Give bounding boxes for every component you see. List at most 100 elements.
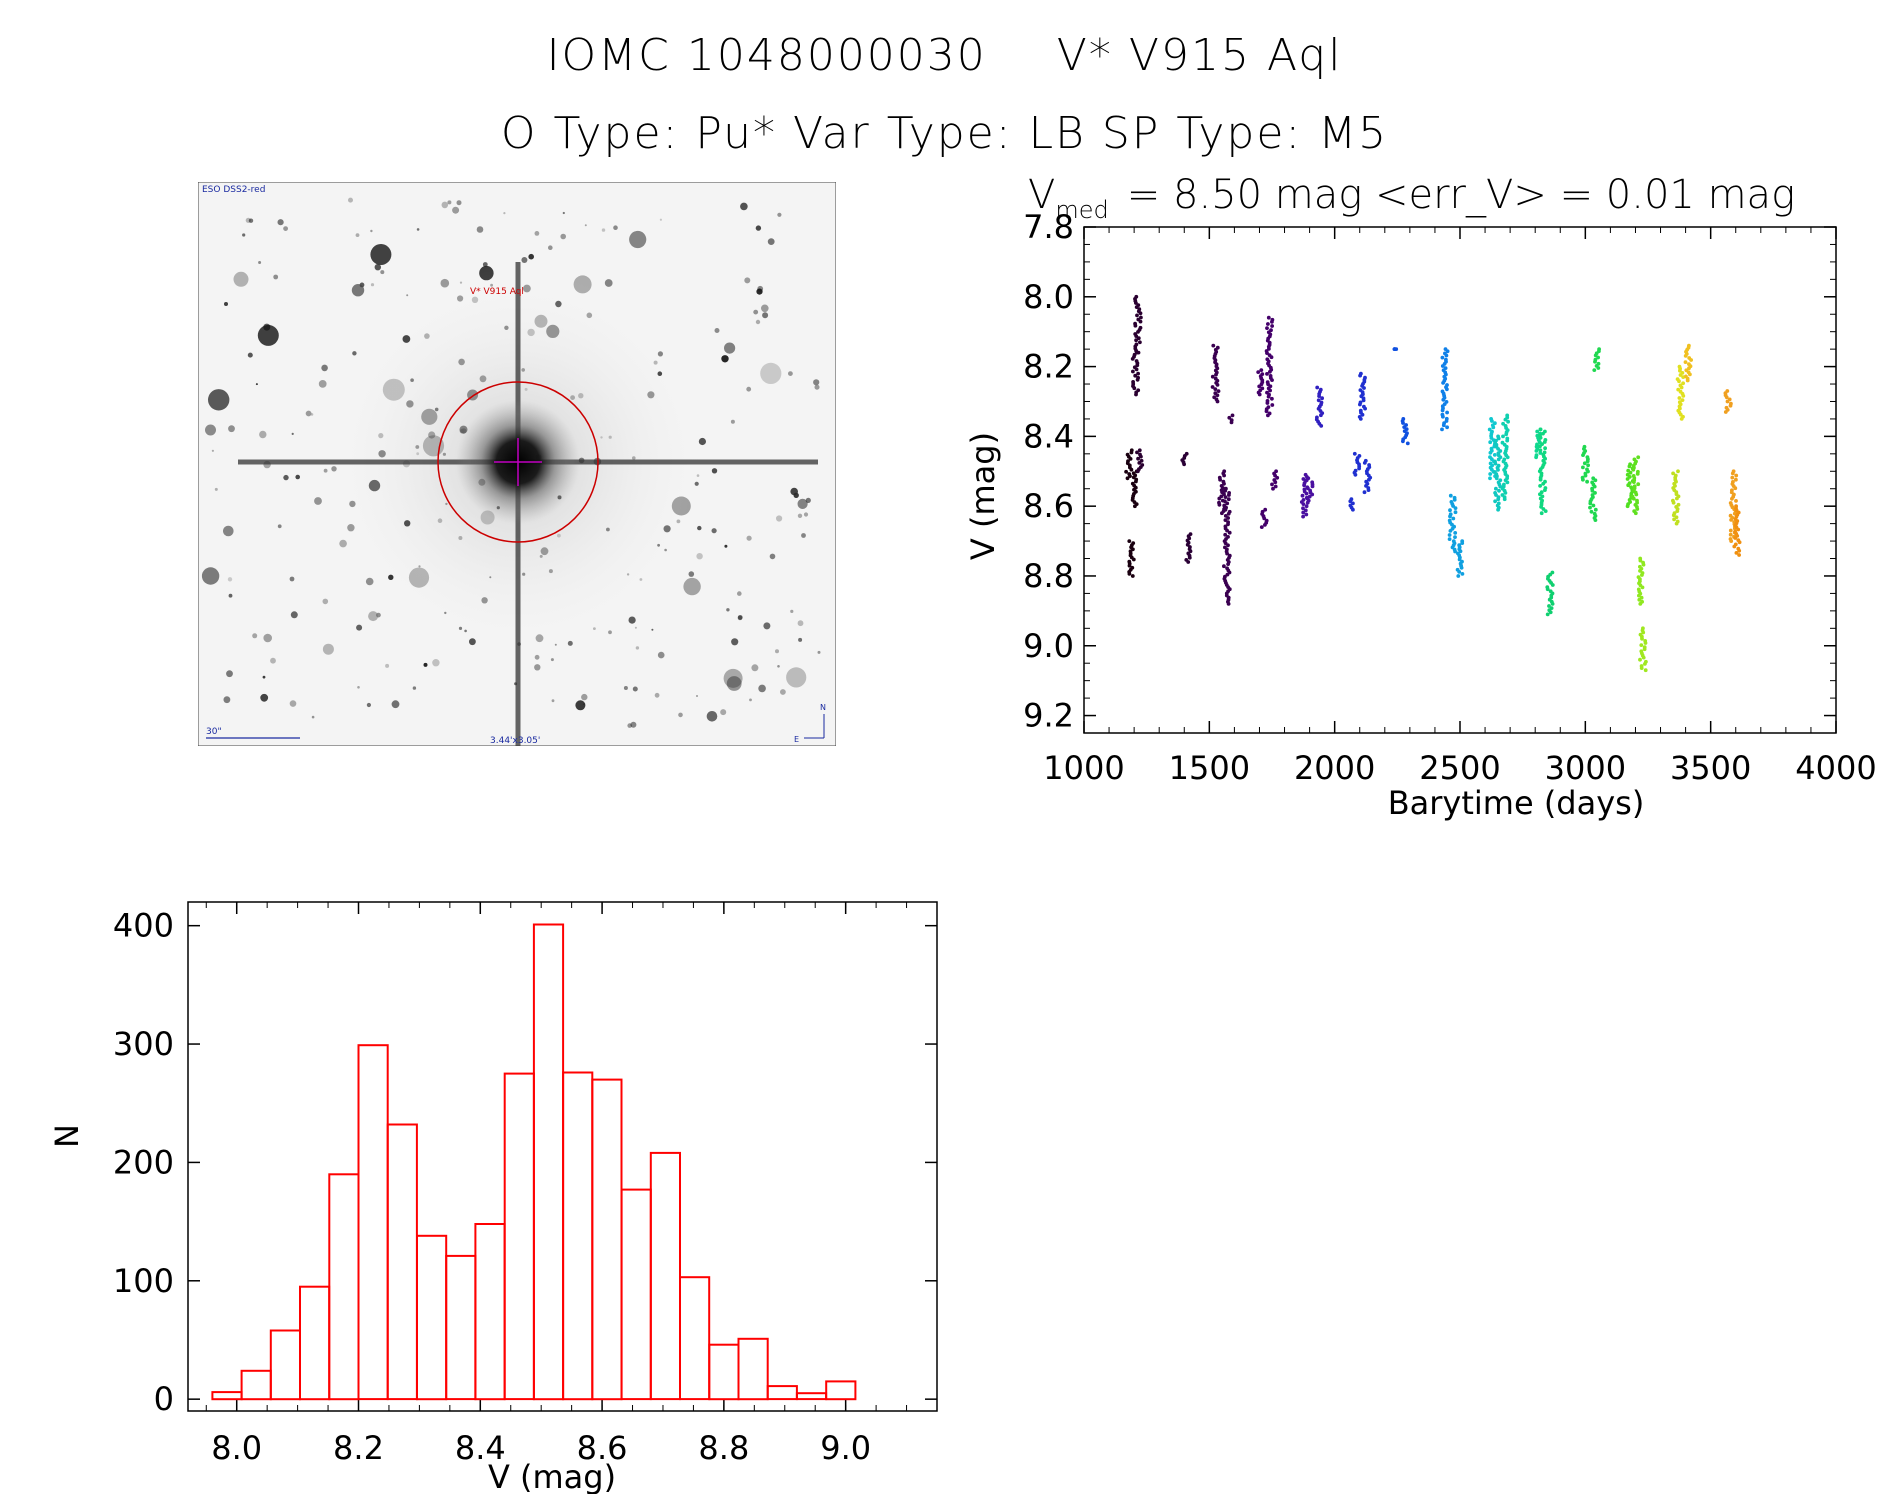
light-curve-point — [1319, 424, 1324, 428]
light-curve-point — [1302, 483, 1306, 488]
sky-star — [714, 328, 720, 333]
sky-star — [534, 664, 541, 671]
light-curve-point — [1596, 355, 1600, 360]
sky-star — [724, 544, 728, 548]
light-curve-point — [1628, 470, 1633, 475]
light-curve-point — [1633, 511, 1638, 516]
light-curve-point — [1460, 572, 1465, 576]
light-curve-point — [1130, 357, 1135, 361]
light-curve-point — [1640, 636, 1644, 641]
light-curve-point — [1131, 557, 1136, 562]
light-curve-point — [1445, 387, 1449, 392]
histogram-bar — [328, 1173, 360, 1401]
light-curve-point — [1138, 311, 1143, 316]
light-curve-point — [1226, 562, 1230, 566]
light-curve-point — [1447, 537, 1452, 541]
light-curve-point — [1641, 562, 1646, 567]
light-curve-point — [1215, 393, 1220, 398]
sky-star — [584, 224, 587, 227]
light-curve-point — [1488, 450, 1493, 455]
target-label: V* V915 Aql — [470, 287, 524, 297]
figure-title-line1: IOMC 1048000030 V* V915 Aql — [0, 30, 1889, 81]
light-curve-point — [1687, 366, 1691, 371]
light-curve-point — [1362, 490, 1367, 495]
light-curve-point — [1626, 483, 1631, 488]
light-curve-point — [1273, 484, 1278, 489]
light-curve-point — [1545, 587, 1550, 592]
sky-star — [368, 611, 379, 622]
sky-star — [322, 643, 334, 655]
light-curve-point — [1135, 313, 1139, 318]
light-curve-point — [1264, 409, 1269, 414]
histogram-ytick-label: 0 — [154, 1380, 174, 1418]
light-curve-point — [1733, 536, 1738, 540]
light-curve-point — [1730, 471, 1735, 476]
histogram-xtick-label: 8.2 — [333, 1429, 384, 1467]
light-curve-point — [1226, 522, 1230, 527]
light-curve-point — [1266, 315, 1271, 320]
sky-star — [283, 474, 289, 481]
light-curve-point — [1445, 349, 1450, 354]
sky-star — [711, 528, 717, 534]
sky-image: ESO DSS2-red V* V915 Aql 30" 3.44'x3.05'… — [198, 182, 836, 746]
sky-star — [223, 525, 234, 537]
light-curve-point — [1317, 394, 1321, 398]
sky-star — [311, 715, 315, 719]
sky-star — [634, 626, 637, 629]
light-curve-xtick-label: 3000 — [1545, 749, 1626, 787]
sky-star — [295, 474, 300, 480]
sky-star — [776, 515, 783, 522]
sky-star — [780, 689, 786, 695]
light-curve-point — [1134, 334, 1139, 338]
light-curve-chart: 1000 1500 2000 2500 3000 3500 4000 7.8 8.0 8.2 8.4… — [964, 172, 1877, 822]
light-curve-point — [1671, 471, 1675, 476]
light-curve-point — [1270, 403, 1275, 407]
sky-star — [356, 624, 363, 631]
sky-star — [534, 231, 540, 236]
sky-star — [359, 282, 365, 288]
light-curve-point — [1269, 355, 1274, 360]
light-curve-point — [1127, 563, 1132, 568]
sky-star — [721, 355, 729, 363]
sky-star — [731, 638, 739, 646]
light-curve-point — [1301, 514, 1305, 519]
light-curve-point — [1135, 450, 1139, 455]
histogram-ytick-label: 400 — [113, 907, 174, 945]
light-curve-point — [1363, 406, 1367, 411]
light-curve-point — [1494, 476, 1499, 481]
light-curve-point — [1268, 369, 1272, 374]
light-curve-point — [1226, 497, 1231, 502]
sky-star — [760, 362, 782, 384]
light-curve-point — [1448, 514, 1452, 519]
sky-star — [370, 244, 392, 265]
sky-star — [314, 497, 322, 505]
light-curve-point — [1125, 476, 1130, 481]
light-curve-point — [1496, 468, 1500, 472]
sky-star — [391, 700, 400, 709]
light-curve-point — [1133, 504, 1137, 509]
sky-star — [696, 695, 698, 697]
light-curve-point — [1538, 448, 1543, 453]
sky-star — [432, 659, 440, 667]
light-curve-point — [1538, 427, 1543, 432]
light-curve-xtick-label: 1500 — [1169, 749, 1250, 787]
sky-star — [746, 535, 752, 541]
histogram-bar — [532, 923, 565, 1401]
sky-star — [416, 228, 420, 231]
light-curve-point — [1273, 480, 1278, 485]
histogram-bar — [562, 1071, 594, 1401]
light-curve-point — [1493, 461, 1498, 466]
sky-star — [273, 274, 279, 280]
sky-star — [627, 723, 632, 728]
light-curve-point — [1688, 372, 1692, 377]
sky-star — [259, 430, 267, 439]
light-curve-point — [1675, 496, 1679, 501]
light-curve-point — [1730, 475, 1735, 480]
light-curve-point — [1737, 540, 1742, 545]
sky-star — [318, 380, 327, 388]
histogram-bar — [503, 1072, 535, 1401]
sky-star — [521, 257, 528, 263]
object-name: V* V915 Aql — [1056, 30, 1343, 81]
light-curve-point — [1358, 417, 1363, 421]
sky-star — [228, 593, 233, 598]
